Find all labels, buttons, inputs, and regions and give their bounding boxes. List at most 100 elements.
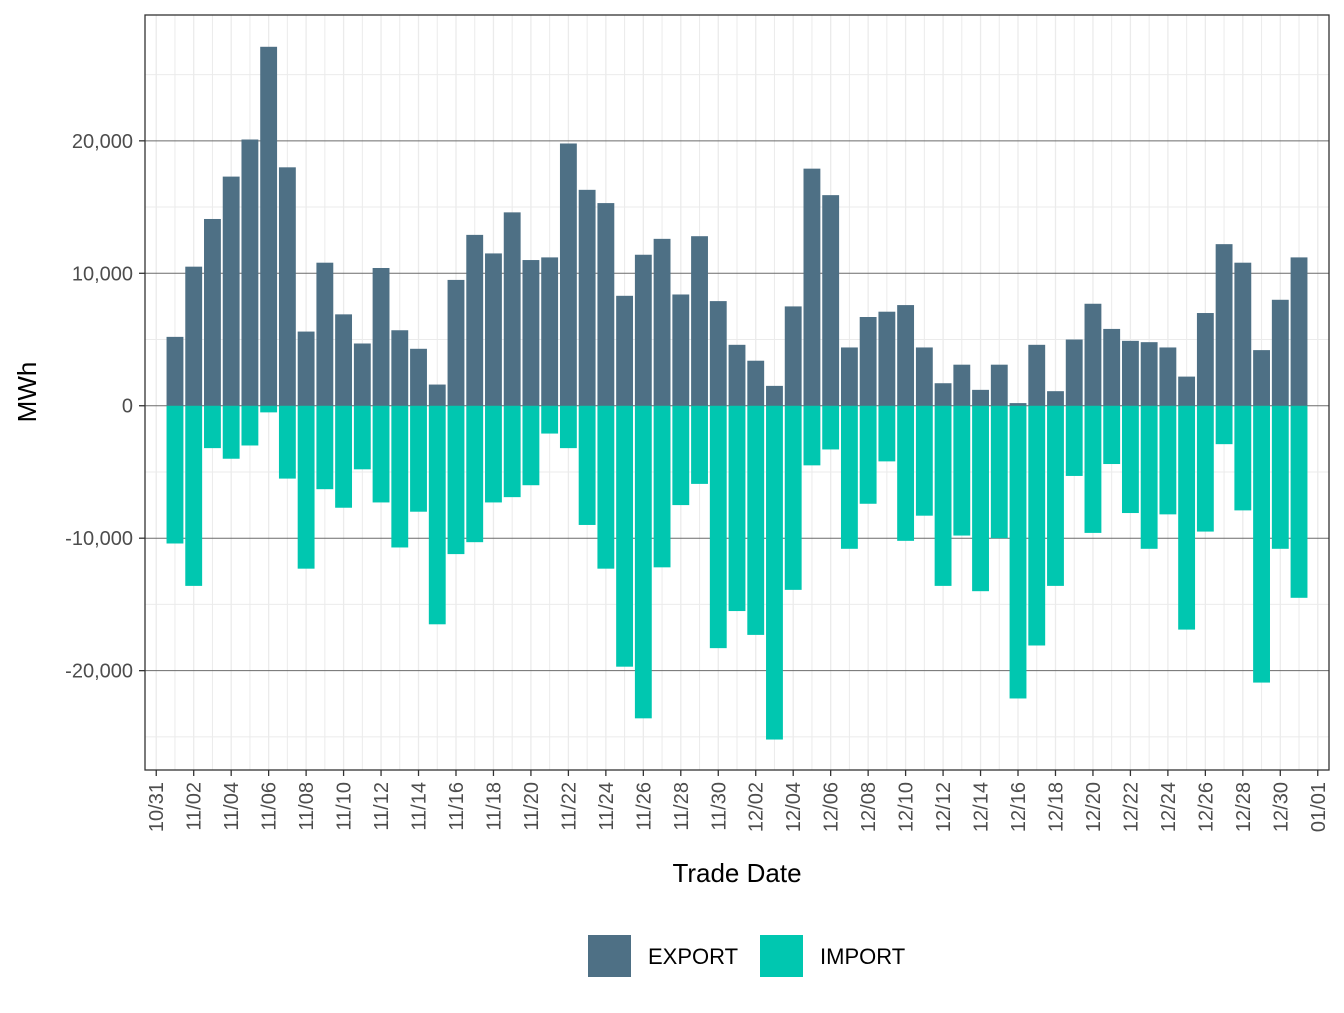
bar-import — [990, 405, 1008, 539]
bar-import — [784, 405, 802, 590]
bar-import — [1234, 405, 1252, 511]
bar-export — [784, 306, 802, 406]
bar-export — [166, 336, 184, 406]
x-tick-label: 12/02 — [746, 782, 768, 832]
x-tick-label: 01/01 — [1308, 782, 1330, 832]
bar-import — [278, 405, 296, 479]
x-tick-label: 12/10 — [896, 782, 918, 832]
bar-export — [953, 364, 971, 406]
bar-export — [653, 238, 671, 406]
bar-export — [1103, 328, 1121, 406]
x-axis: 10/31 11/02 11/04 11/06 11/08 11/10 11/12 11/14… — [146, 770, 1330, 832]
x-tick-label: 12/04 — [783, 782, 805, 832]
bar-export — [1140, 342, 1158, 406]
x-tick-label: 11/10 — [334, 782, 356, 831]
x-tick-label: 12/28 — [1233, 782, 1255, 832]
x-tick-label: 12/18 — [1045, 782, 1067, 832]
bar-import — [747, 405, 765, 635]
bar-import — [1215, 405, 1233, 445]
x-tick-label: 12/30 — [1270, 782, 1292, 832]
y-tick-label: 20,000 — [72, 131, 133, 153]
bar-import — [428, 405, 446, 625]
bar-export — [335, 314, 353, 406]
bar-import — [166, 405, 184, 544]
x-tick-label: 12/22 — [1120, 782, 1142, 832]
bar-export — [1234, 262, 1252, 406]
bar-export — [1047, 391, 1064, 406]
y-axis-title: MWh — [12, 362, 42, 423]
bar-import — [634, 405, 652, 719]
bar-export — [822, 195, 840, 406]
bar-export — [541, 257, 559, 406]
bar-export — [447, 279, 465, 406]
bar-export — [185, 266, 203, 406]
bar-import — [1159, 405, 1177, 515]
bar-export — [522, 260, 540, 406]
bar-export — [616, 295, 634, 406]
bar-export — [260, 46, 278, 406]
bar-import — [222, 405, 240, 459]
legend-label-import: IMPORT — [820, 944, 905, 969]
bar-import — [1290, 405, 1308, 598]
x-tick-label: 11/04 — [221, 782, 243, 831]
bar-export — [297, 331, 315, 406]
bar-export — [503, 212, 521, 406]
x-tick-label: 12/08 — [858, 782, 880, 832]
bar-import — [728, 405, 746, 612]
y-tick-label: -20,000 — [65, 661, 133, 683]
bar-export — [1290, 257, 1308, 406]
bar-import — [485, 405, 502, 503]
bar-export — [1065, 339, 1083, 406]
bar-import — [335, 405, 353, 508]
bar-export — [990, 364, 1008, 406]
bar-import — [934, 405, 952, 586]
bar-import — [1178, 405, 1196, 630]
bar-export — [353, 343, 371, 406]
bar-import — [541, 405, 559, 434]
bar-export — [222, 176, 240, 406]
bar-export — [691, 236, 708, 406]
x-tick-label: 11/24 — [596, 782, 618, 831]
legend-swatch-import — [760, 935, 803, 977]
bar-import — [241, 405, 259, 446]
bar-import — [1196, 405, 1214, 532]
bar-import — [709, 405, 727, 649]
bar-import — [691, 405, 708, 484]
bars — [166, 46, 1308, 740]
bar-export — [316, 262, 334, 406]
bar-import — [316, 405, 334, 490]
bar-import — [204, 405, 221, 449]
bar-export — [728, 344, 746, 406]
x-tick-label: 11/16 — [446, 782, 468, 831]
bar-import — [353, 405, 371, 470]
bar-import — [1084, 405, 1102, 533]
bar-export — [634, 254, 652, 406]
bar-import — [1009, 405, 1027, 699]
bar-export — [1028, 344, 1046, 406]
legend: EXPORT IMPORT — [588, 935, 905, 977]
bar-import — [391, 405, 409, 548]
bar-import — [766, 405, 783, 740]
bar-import — [859, 405, 877, 504]
bar-import — [1253, 405, 1270, 683]
bar-import — [822, 405, 840, 450]
bar-import — [410, 405, 427, 512]
x-tick-label: 12/24 — [1158, 782, 1180, 832]
bar-import — [1028, 405, 1046, 646]
bar-import — [897, 405, 915, 541]
bar-export — [204, 218, 221, 406]
bar-export — [466, 234, 484, 406]
bar-import — [915, 405, 933, 516]
y-tick-label: 10,000 — [72, 263, 133, 285]
bar-export — [1009, 403, 1027, 406]
y-tick-label: 0 — [122, 396, 133, 418]
bar-export — [915, 347, 933, 406]
bar-export — [840, 347, 858, 406]
bar-export — [709, 301, 727, 406]
bar-export — [1271, 299, 1289, 406]
bar-import — [972, 405, 989, 592]
bar-import — [559, 405, 577, 449]
bar-export — [934, 383, 952, 406]
x-axis-title: Trade Date — [672, 858, 801, 888]
